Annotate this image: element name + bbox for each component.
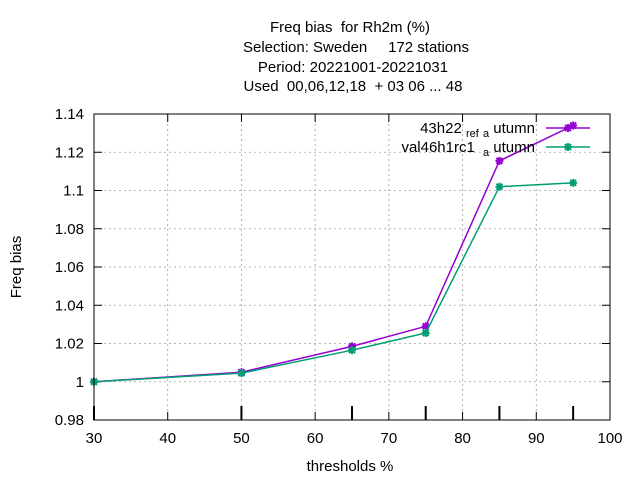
data-point (421, 328, 430, 337)
x-axis-label: thresholds % (307, 458, 394, 475)
title-line-2: Selection: Sweden 172 stations (243, 39, 469, 56)
y-tick-label: 1.08 (55, 221, 84, 238)
chart-title: Freq bias for Rh2m (%) Selection: Sweden… (243, 19, 469, 95)
legend-label-2-rest: utumn (493, 139, 535, 156)
x-tick-label: 90 (528, 430, 545, 447)
series-1 (90, 121, 578, 386)
legend: 43h22 ref a utumn val46h1rc1 a utumn (401, 120, 590, 160)
legend-label-1-sub2: a (483, 128, 490, 140)
legend-entry-2: val46h1rc1 a utumn (401, 139, 590, 160)
legend-label-1-main: 43h22 (420, 120, 462, 137)
x-tick-label: 70 (381, 430, 398, 447)
y-axis-label: Freq bias (8, 236, 25, 299)
title-line-4: Used 00,06,12,18 + 03 06 ... 48 (244, 78, 463, 95)
legend-label-2: val46h1rc1 a utumn (401, 139, 535, 160)
data-point (495, 156, 504, 165)
y-tick-label: 1.14 (55, 106, 84, 123)
y-tick-label: 1 (76, 374, 84, 391)
grid (94, 114, 610, 420)
legend-marker-1 (564, 124, 572, 132)
x-tick-label: 40 (159, 430, 176, 447)
title-line-3: Period: 20221001-20221031 (258, 59, 448, 76)
x-tick-label: 30 (86, 430, 103, 447)
legend-entry-1: 43h22 ref a utumn (420, 120, 590, 141)
legend-marker-2 (564, 143, 572, 151)
y-tick-label: 1.04 (55, 297, 84, 314)
legend-label-1-sub1: ref (466, 128, 480, 140)
y-tick-label: 1.1 (63, 183, 84, 200)
series-line-1 (93, 124, 574, 383)
data-point (495, 182, 504, 191)
data-point (237, 369, 246, 378)
legend-label-1-rest: utumn (493, 120, 535, 137)
series-layer (90, 121, 578, 386)
title-line-1: Freq bias for Rh2m (%) (270, 19, 430, 36)
legend-label-2-sub: a (483, 147, 490, 159)
data-point (348, 346, 356, 355)
legend-label-2-main: val46h1rc1 (401, 139, 474, 156)
legend-label-1: 43h22 ref a utumn (420, 120, 535, 141)
data-point (569, 178, 578, 187)
y-tick-label: 1.06 (55, 259, 84, 276)
tick-labels: 0.98 1 1.02 1.04 1.06 1.08 1.1 1.12 1.14 30 40 50 60… (55, 106, 623, 447)
y-tick-label: 1.12 (55, 144, 84, 161)
y-tick-label: 1.02 (55, 336, 84, 353)
plot-border (93, 113, 611, 421)
x-tick-label: 50 (233, 430, 250, 447)
series-2 (90, 178, 578, 386)
ticks (93, 113, 611, 421)
series-line-2 (93, 182, 574, 383)
y-tick-label: 0.98 (55, 412, 84, 429)
x-tick-label: 100 (597, 430, 622, 447)
x-tick-label: 80 (454, 430, 471, 447)
x-tick-label: 60 (307, 430, 324, 447)
